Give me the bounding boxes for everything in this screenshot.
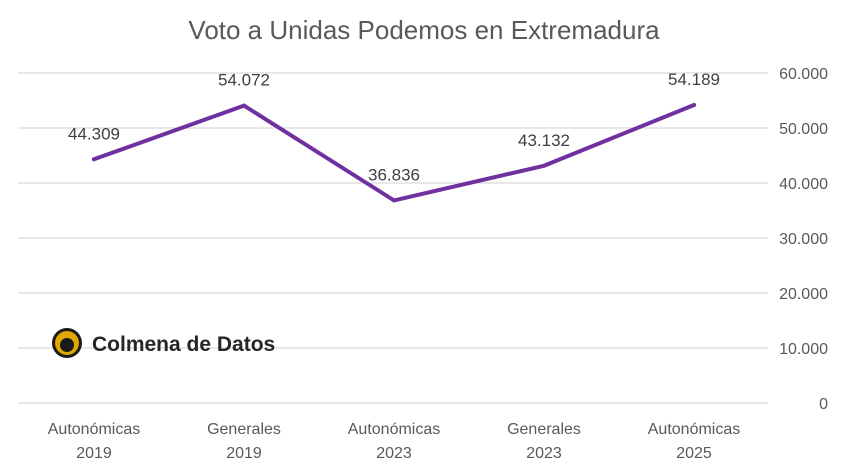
data-point	[242, 103, 246, 108]
x-tick-label: Generales	[507, 421, 581, 438]
data-point	[392, 198, 396, 203]
x-tick-label: Autonómicas	[648, 421, 741, 438]
logo-center	[60, 338, 74, 352]
y-tick-label: 30.000	[779, 231, 828, 248]
x-tick-label: Generales	[207, 421, 281, 438]
x-tick-label: 2023	[526, 445, 562, 462]
x-tick-label: Autonómicas	[348, 421, 441, 438]
data-label: 36.836	[368, 165, 420, 184]
watermark: Colmena de Datos	[52, 328, 275, 358]
x-tick-label: 2025	[676, 445, 712, 462]
x-tick-label: 2019	[226, 445, 262, 462]
data-label: 43.132	[518, 131, 570, 150]
data-point	[692, 102, 696, 107]
y-tick-label: 20.000	[779, 286, 828, 303]
x-tick-label: Autonómicas	[48, 421, 141, 438]
x-tick-label: 2019	[76, 445, 112, 462]
y-tick-label: 40.000	[779, 176, 828, 193]
y-tick-label: 50.000	[779, 121, 828, 138]
series-line	[92, 102, 696, 203]
data-label: 54.189	[668, 70, 720, 89]
data-label: 54.072	[218, 71, 270, 90]
y-tick-label: 0	[819, 396, 828, 413]
data-point	[542, 163, 546, 168]
data-point	[92, 157, 96, 162]
watermark-text: Colmena de Datos	[92, 333, 275, 356]
y-tick-label: 10.000	[779, 341, 828, 358]
x-tick-label: 2023	[376, 445, 412, 462]
chart-title: Voto a Unidas Podemos en Extremadura	[188, 15, 660, 45]
y-tick-label: 60.000	[779, 66, 828, 83]
data-label: 44.309	[68, 124, 120, 143]
